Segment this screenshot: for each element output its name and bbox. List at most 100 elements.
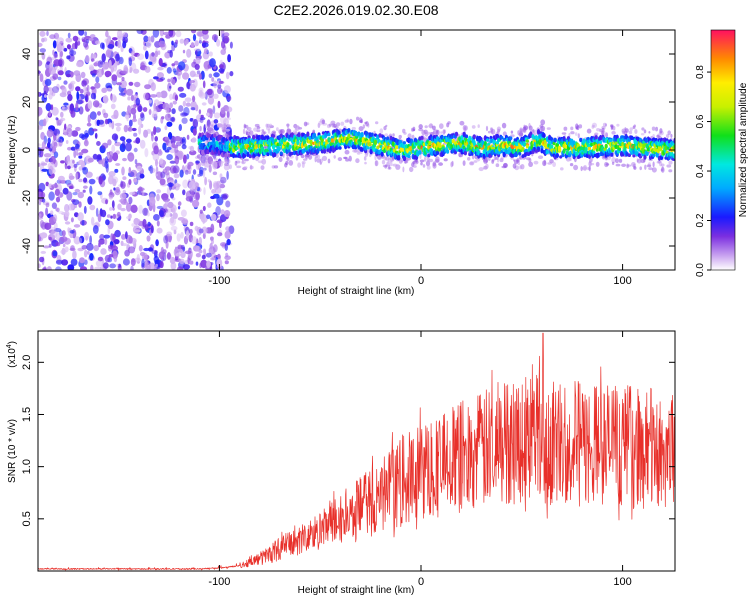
spectrogram-cell	[268, 123, 273, 127]
spectrogram-cell	[186, 48, 192, 58]
spectrogram-cell	[223, 123, 227, 129]
spectrogram-cell	[164, 125, 168, 131]
spectrogram-cell	[205, 252, 212, 258]
spectrogram-cell	[143, 129, 149, 138]
spectrogram-cell	[220, 209, 225, 216]
spectrogram-cell	[38, 147, 42, 156]
spectrogram-cell	[51, 202, 58, 209]
spectrogram-cell	[104, 118, 109, 125]
spectrogram-cell	[95, 260, 102, 267]
spectrogram-cell	[560, 167, 564, 171]
spectrogram-cell	[503, 163, 508, 169]
spectrogram-cell	[107, 139, 112, 146]
spectrogram-cell	[640, 133, 645, 136]
spectrogram-cell	[245, 131, 251, 136]
spectrogram-cell	[107, 226, 111, 235]
spectrogram-cell	[55, 259, 63, 265]
spectrogram-cell	[188, 170, 191, 175]
spectrogram-cell	[385, 124, 388, 128]
spectrogram-cell	[108, 59, 112, 69]
spectrogram-cell	[483, 141, 487, 146]
spectrogram-cell	[72, 250, 77, 260]
spectrogram-cell	[64, 210, 70, 218]
spectrogram-cell	[148, 61, 153, 65]
spectrogram-cell	[122, 40, 127, 49]
spectrogram-cell	[549, 159, 554, 164]
spectrogram-cell	[79, 257, 85, 264]
spectrogram-cell	[40, 250, 47, 254]
spectrogram-cell	[306, 131, 310, 137]
snr-y-label: SNR (10 * v/v)	[7, 419, 18, 483]
spectrogram-cell	[537, 155, 544, 159]
spectrogram-cell	[159, 158, 164, 165]
spectrogram-cell	[208, 73, 213, 79]
spectrogram-cell	[103, 262, 109, 269]
spectrogram-cell	[70, 217, 74, 223]
spectrogram-cell	[213, 182, 220, 190]
spectrogram-cell	[56, 207, 60, 213]
spectrogram-cell	[118, 92, 126, 96]
spectrogram-cell	[327, 137, 331, 143]
snr-y-tick-label: 1.5	[21, 407, 33, 422]
spectrogram-cell	[181, 112, 189, 116]
spectrogram-cell	[502, 137, 506, 143]
spectrogram-cell	[49, 62, 54, 69]
spectrogram-cell	[286, 142, 290, 147]
spectrogram-cell	[420, 135, 424, 140]
spectrogram-cell	[462, 160, 466, 166]
spectrogram-cell	[179, 258, 185, 265]
spectrogram-cell	[135, 97, 141, 106]
spectrogram-cell	[223, 85, 231, 94]
spectrogram-cell	[148, 196, 156, 207]
spectrogram-cell	[641, 127, 645, 131]
spectrogram-cell	[110, 66, 115, 73]
spectrogram-cell	[525, 139, 530, 143]
spectrogram-cell	[64, 221, 71, 225]
spectrogram-cell	[156, 220, 160, 227]
spectrogram-cell	[501, 122, 507, 129]
spectrogram-cell	[110, 233, 114, 242]
spectrogram-cell	[133, 132, 138, 137]
spectrogram-cell	[520, 164, 525, 170]
spectrogram-cell	[267, 128, 271, 134]
spectrogram-cell	[170, 225, 178, 231]
spectrogram-cell	[144, 66, 151, 73]
spectrogram-cell	[84, 95, 88, 101]
spectrogram-cell	[38, 143, 41, 147]
spectrogram-cell	[438, 162, 443, 166]
spectrogram-cell	[164, 211, 172, 218]
spectrogram-cell	[51, 184, 59, 189]
spectrogram-cell	[502, 131, 507, 136]
spectrogram-cell	[56, 37, 64, 44]
spectrogram-cell	[149, 167, 156, 174]
spectrogram-cell	[209, 141, 214, 146]
spectrogram-cell	[158, 58, 163, 67]
spectrogram-cell	[211, 77, 215, 82]
spectrogram-cell	[198, 92, 207, 99]
spectrogram-cell	[73, 224, 81, 228]
spectrogram-cell	[563, 126, 568, 131]
spectrogram-cell	[239, 147, 243, 153]
spectrogram-cell	[149, 164, 154, 174]
spectrogram-cell	[127, 126, 133, 132]
spectrogram-cell	[170, 192, 174, 199]
spectrogram-cell	[61, 230, 66, 237]
spectrogram-cell	[42, 118, 47, 127]
spectrogram-cell	[175, 252, 181, 257]
spectrogram-cell	[108, 171, 116, 177]
spectrogram-cell	[128, 179, 132, 185]
spectrogram-cell	[41, 162, 48, 166]
spectrogram-cell	[79, 133, 85, 139]
spectrogram-cell	[220, 107, 226, 115]
spectrogram-cell	[111, 200, 115, 209]
spectrogram-axes: -100 0 100 -40 -20 0 20 40	[21, 30, 675, 287]
spectrogram-cell	[105, 219, 110, 226]
spectrogram-cell	[519, 128, 523, 133]
spectrogram-x-tick-label: 0	[418, 275, 424, 287]
spectrogram-cell	[94, 266, 102, 270]
spectrogram-cell	[72, 192, 78, 196]
spectrogram-cell	[657, 160, 661, 164]
spectrogram-cell	[477, 124, 480, 128]
spectrogram-cell	[192, 128, 197, 136]
spectrogram-cell	[386, 136, 390, 142]
